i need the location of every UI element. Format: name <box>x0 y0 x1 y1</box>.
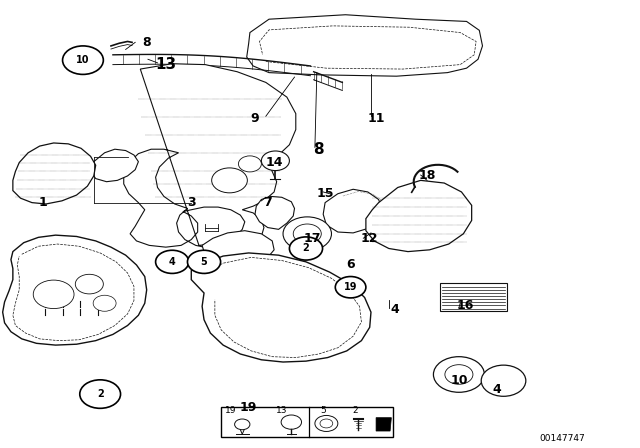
Text: 7: 7 <box>264 196 272 209</box>
Bar <box>440 283 507 311</box>
Circle shape <box>283 217 332 251</box>
Text: 1: 1 <box>38 196 47 209</box>
Text: 2: 2 <box>352 405 358 414</box>
Text: 6: 6 <box>346 258 355 271</box>
Circle shape <box>76 274 103 294</box>
Polygon shape <box>323 189 383 233</box>
Polygon shape <box>124 64 296 249</box>
Text: 14: 14 <box>266 156 283 169</box>
Polygon shape <box>255 196 294 229</box>
Circle shape <box>63 46 103 74</box>
Circle shape <box>188 250 221 273</box>
Text: 8: 8 <box>142 36 151 49</box>
Text: 19: 19 <box>344 282 357 292</box>
Text: 17: 17 <box>303 232 321 245</box>
Polygon shape <box>3 235 147 345</box>
Text: 3: 3 <box>187 196 196 209</box>
Polygon shape <box>91 149 138 182</box>
Text: 2: 2 <box>97 389 104 399</box>
Polygon shape <box>366 181 472 252</box>
Circle shape <box>156 250 189 273</box>
Circle shape <box>335 276 366 298</box>
Text: 5: 5 <box>201 257 207 267</box>
Circle shape <box>481 365 526 396</box>
Text: 5: 5 <box>320 405 326 414</box>
Text: 9: 9 <box>251 112 259 125</box>
Text: 19: 19 <box>240 401 257 414</box>
Polygon shape <box>202 231 274 266</box>
Bar <box>221 406 394 437</box>
Text: 15: 15 <box>316 187 334 200</box>
Text: 11: 11 <box>367 112 385 125</box>
Circle shape <box>235 419 250 430</box>
Text: 10: 10 <box>450 374 468 387</box>
Text: 16: 16 <box>456 298 474 311</box>
Circle shape <box>261 151 289 171</box>
Circle shape <box>445 365 473 384</box>
Text: 13: 13 <box>276 405 287 414</box>
Text: 10: 10 <box>76 55 90 65</box>
Text: 8: 8 <box>314 142 324 157</box>
Circle shape <box>293 224 321 244</box>
Polygon shape <box>246 15 483 76</box>
Circle shape <box>320 419 333 428</box>
Text: 13: 13 <box>156 57 177 72</box>
Text: 12: 12 <box>361 232 378 245</box>
Text: 18: 18 <box>419 169 436 182</box>
Circle shape <box>281 415 301 429</box>
Circle shape <box>33 280 74 309</box>
Polygon shape <box>191 253 371 362</box>
Text: 19: 19 <box>225 405 237 414</box>
Text: 4: 4 <box>493 383 502 396</box>
Circle shape <box>93 295 116 311</box>
Text: 4: 4 <box>391 303 399 316</box>
Polygon shape <box>376 418 392 431</box>
Polygon shape <box>13 143 96 204</box>
Text: 00147747: 00147747 <box>540 434 585 443</box>
Circle shape <box>80 380 120 408</box>
Circle shape <box>239 156 261 172</box>
Circle shape <box>289 237 323 260</box>
Text: 4: 4 <box>169 257 175 267</box>
Circle shape <box>212 168 247 193</box>
Circle shape <box>433 357 484 392</box>
Text: 2: 2 <box>303 243 309 254</box>
Circle shape <box>315 415 338 431</box>
